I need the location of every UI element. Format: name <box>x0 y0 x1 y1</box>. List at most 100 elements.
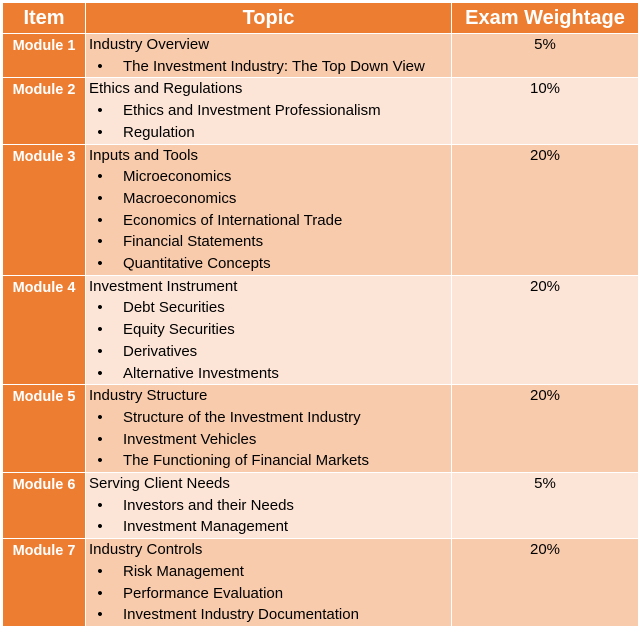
subtopic-label: Financial Statements <box>123 233 264 251</box>
module-label: Module 7 <box>2 538 86 627</box>
subtopic-label: Economics of International Trade <box>123 211 343 229</box>
bullet-icon: • <box>97 606 103 624</box>
subtopic-label: The Investment Industry: The Top Down Vi… <box>123 57 425 75</box>
bullet-icon: • <box>97 430 103 448</box>
bullet-icon: • <box>97 255 103 273</box>
topic-title: Serving Client Needs <box>89 475 230 493</box>
subtopic-item: • Debt Securities <box>86 297 451 319</box>
header-topic: Topic <box>85 2 452 34</box>
subtopic-item: • Macroeconomics <box>86 188 451 210</box>
subtopic-item: • Investors and their Needs <box>86 495 451 517</box>
subtopic-label: Risk Management <box>123 562 244 580</box>
weight-value: 20% <box>451 538 639 627</box>
bullet-icon: • <box>97 562 103 580</box>
bullet-icon: • <box>97 102 103 120</box>
subtopic-item: • Regulation <box>86 122 451 144</box>
bullet-icon: • <box>97 233 103 251</box>
subtopic-label: Microeconomics <box>123 168 232 186</box>
table-row: Module 1 Industry Overview • The Investment… <box>2 32 639 79</box>
topic-title: Industry Overview <box>89 36 210 53</box>
weight-value: 5% <box>451 32 639 79</box>
subtopic-item: • Microeconomics <box>86 166 451 188</box>
topic-cell: Inputs and Tools • Microeconomics • Macroeco… <box>85 143 452 276</box>
module-label: Module 5 <box>2 384 86 474</box>
weight-value: 10% <box>451 77 639 145</box>
bullet-icon: • <box>97 57 103 75</box>
subtopic-list: • Ethics and Investment Professionalism • R… <box>86 100 451 143</box>
bullet-icon: • <box>97 321 103 339</box>
weight-value: 5% <box>451 472 639 540</box>
bullet-icon: • <box>97 518 103 536</box>
module-label: Module 3 <box>2 143 86 276</box>
subtopic-item: • Equity Securities <box>86 319 451 341</box>
subtopic-item: • Performance Evaluation <box>86 583 451 605</box>
header-row: Item Topic Exam Weightage <box>2 2 639 34</box>
topic-cell: Industry Controls • Risk Management • Perfor… <box>85 538 452 627</box>
subtopic-item: • Structure of the Investment Industry <box>86 407 451 429</box>
topic-cell: Industry Overview • The Investment Industr… <box>85 32 452 79</box>
bullet-icon: • <box>97 123 103 141</box>
subtopic-item: • Risk Management <box>86 561 451 583</box>
subtopic-label: Equity Securities <box>123 321 235 339</box>
bullet-icon: • <box>97 584 103 602</box>
subtopic-item: • Derivatives <box>86 341 451 363</box>
subtopic-label: Macroeconomics <box>123 189 237 207</box>
bullet-icon: • <box>97 408 103 426</box>
subtopic-label: Investment Vehicles <box>123 430 257 448</box>
subtopic-label: Regulation <box>123 123 195 141</box>
table-body: Module 1 Industry Overview • The Investment… <box>2 32 639 627</box>
subtopic-label: Structure of the Investment Industry <box>123 408 361 426</box>
subtopic-item: • The Functioning of Financial Markets <box>86 450 451 472</box>
topic-title: Industry Structure <box>89 387 208 405</box>
subtopic-list: • Investors and their Needs • Investment Ma… <box>86 495 451 538</box>
subtopic-list: • Microeconomics • Macroeconomics • Economics… <box>86 166 451 275</box>
subtopic-item: • Financial Statements <box>86 231 451 253</box>
bullet-icon: • <box>97 189 103 207</box>
topic-cell: Serving Client Needs • Investors and their… <box>85 472 452 540</box>
topic-cell: Investment Instrument • Debt Securities • Eq… <box>85 274 452 386</box>
bullet-icon: • <box>97 496 103 514</box>
subtopic-list: • Risk Management • Performance Evaluation •… <box>86 561 451 626</box>
subtopic-label: Alternative Investments <box>123 364 279 382</box>
subtopic-list: • Structure of the Investment Industry • In… <box>86 407 451 472</box>
bullet-icon: • <box>97 168 103 186</box>
subtopic-label: Ethics and Investment Professionalism <box>123 102 381 120</box>
bullet-icon: • <box>97 364 103 382</box>
table-row: Module 5 Industry Structure • Structure of … <box>2 384 639 474</box>
subtopic-item: • Quantitative Concepts <box>86 253 451 275</box>
subtopic-label: Investors and their Needs <box>123 496 294 514</box>
module-label: Module 2 <box>2 77 86 145</box>
subtopic-list: • The Investment Industry: The Top Down V… <box>86 56 451 78</box>
weight-value: 20% <box>451 143 639 276</box>
subtopic-label: Investment Industry Documentation <box>123 606 359 624</box>
module-label: Module 6 <box>2 472 86 540</box>
topic-title: Ethics and Regulations <box>89 80 243 98</box>
subtopic-item: • Investment Management <box>86 516 451 538</box>
table-row: Module 7 Industry Controls • Risk Managemen… <box>2 538 639 627</box>
module-label: Module 4 <box>2 274 86 386</box>
subtopic-item: • Ethics and Investment Professionalism <box>86 100 451 122</box>
bullet-icon: • <box>97 211 103 229</box>
topic-cell: Ethics and Regulations • Ethics and Invest… <box>85 77 452 145</box>
subtopic-label: Investment Management <box>123 518 289 536</box>
weight-value: 20% <box>451 384 639 474</box>
header-item: Item <box>2 2 86 34</box>
subtopic-label: Derivatives <box>123 342 198 360</box>
topic-title: Inputs and Tools <box>89 146 198 164</box>
subtopic-list: • Debt Securities • Equity Securities • Deriv… <box>86 297 451 384</box>
weight-value: 20% <box>451 274 639 386</box>
table-row: Module 4 Investment Instrument • Debt Secur… <box>2 274 639 386</box>
subtopic-label: The Functioning of Financial Markets <box>123 452 369 470</box>
bullet-icon: • <box>97 452 103 470</box>
module-label: Module 1 <box>2 32 86 79</box>
subtopic-item: • Investment Vehicles <box>86 429 451 451</box>
subtopic-item: • Investment Industry Documentation <box>86 604 451 626</box>
subtopic-item: • Economics of International Trade <box>86 210 451 232</box>
topic-title: Investment Instrument <box>89 277 238 295</box>
subtopic-item: • Alternative Investments <box>86 363 451 385</box>
topic-title: Industry Controls <box>89 541 203 559</box>
subtopic-item: • The Investment Industry: The Top Down V… <box>86 56 451 78</box>
bullet-icon: • <box>97 342 103 360</box>
table-row: Module 6 Serving Client Needs • Investors a… <box>2 472 639 540</box>
subtopic-label: Debt Securities <box>123 299 225 317</box>
